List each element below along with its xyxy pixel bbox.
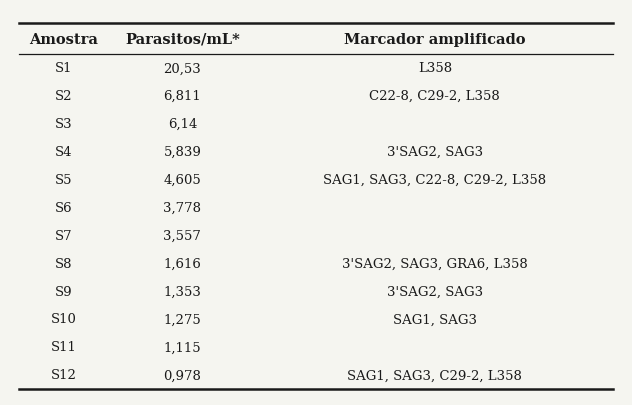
Text: 1,115: 1,115 [164, 341, 201, 354]
Text: 3'SAG2, SAG3: 3'SAG2, SAG3 [387, 285, 483, 298]
Text: 20,53: 20,53 [164, 62, 201, 75]
Text: 4,605: 4,605 [164, 173, 201, 186]
Text: 1,353: 1,353 [164, 285, 201, 298]
Text: Marcador amplificado: Marcador amplificado [344, 32, 526, 47]
Text: S6: S6 [55, 201, 72, 214]
Text: S11: S11 [51, 341, 76, 354]
Text: S1: S1 [55, 62, 72, 75]
Text: 1,616: 1,616 [164, 257, 201, 270]
Text: Amostra: Amostra [29, 32, 98, 47]
Text: 1,275: 1,275 [164, 313, 201, 326]
Text: 3,557: 3,557 [164, 229, 201, 242]
Text: S7: S7 [55, 229, 72, 242]
Text: SAG1, SAG3, C29-2, L358: SAG1, SAG3, C29-2, L358 [348, 369, 522, 382]
Text: C22-8, C29-2, L358: C22-8, C29-2, L358 [370, 90, 500, 103]
Text: S2: S2 [55, 90, 72, 103]
Text: SAG1, SAG3: SAG1, SAG3 [393, 313, 477, 326]
Text: L358: L358 [418, 62, 452, 75]
Text: S12: S12 [51, 369, 76, 382]
Text: S8: S8 [55, 257, 72, 270]
Text: S9: S9 [55, 285, 72, 298]
Text: Parasitos/mL*: Parasitos/mL* [125, 32, 240, 47]
Text: S10: S10 [51, 313, 76, 326]
Text: 6,811: 6,811 [164, 90, 201, 103]
Text: 6,14: 6,14 [167, 118, 197, 131]
Text: SAG1, SAG3, C22-8, C29-2, L358: SAG1, SAG3, C22-8, C29-2, L358 [323, 173, 547, 186]
Text: S5: S5 [55, 173, 72, 186]
Text: 0,978: 0,978 [164, 369, 201, 382]
Text: 3'SAG2, SAG3, GRA6, L358: 3'SAG2, SAG3, GRA6, L358 [342, 257, 528, 270]
Text: 3,778: 3,778 [163, 201, 202, 214]
Text: 3'SAG2, SAG3: 3'SAG2, SAG3 [387, 146, 483, 159]
Text: 5,839: 5,839 [164, 146, 201, 159]
Text: S4: S4 [55, 146, 72, 159]
Text: S3: S3 [55, 118, 72, 131]
